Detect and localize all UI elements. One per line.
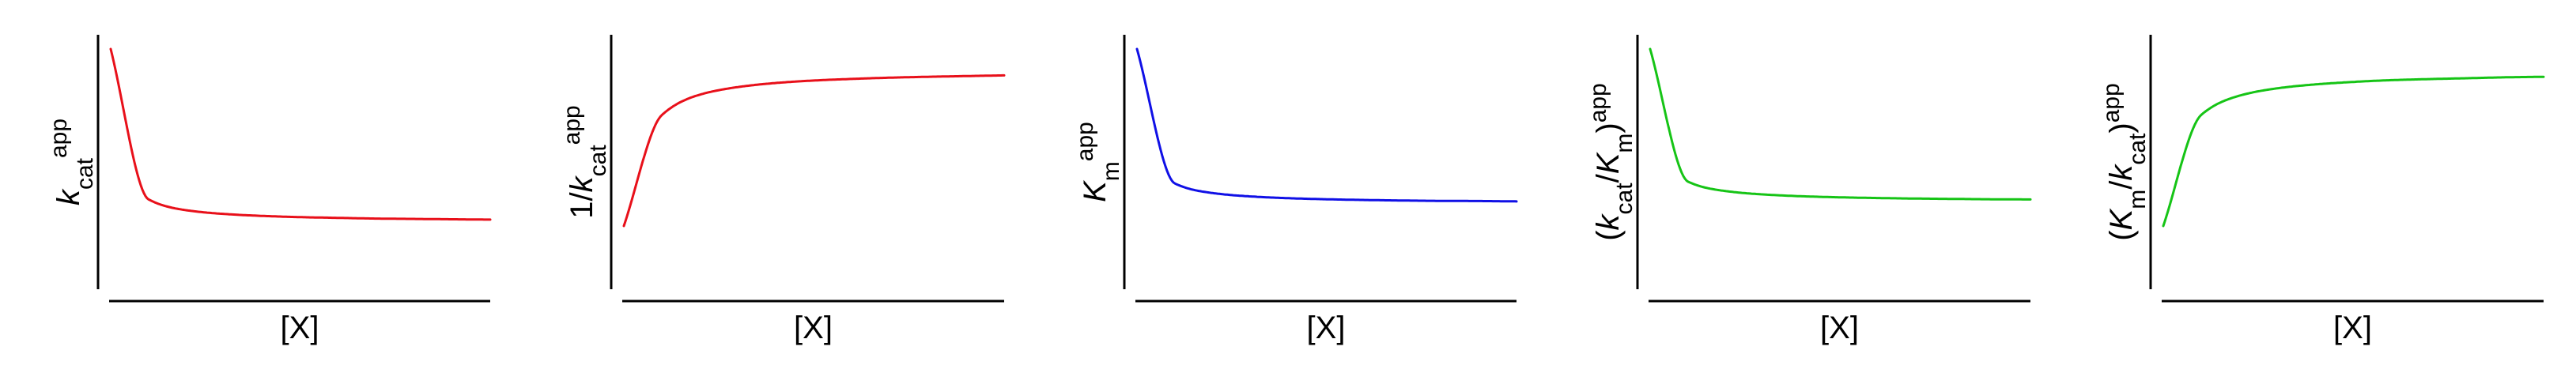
series-line (1135, 47, 1518, 203)
x-axis-label: [X] (2333, 311, 2372, 345)
panel-kcat-over-km-app: [X] (kcat/Km)app (1585, 35, 2032, 345)
series-line (2162, 75, 2545, 228)
y-axis-label: kcatapp (46, 119, 98, 205)
y-axis-label: 1/kcatapp (559, 105, 611, 218)
panel-km-app: [X] Kmapp (1072, 35, 1518, 345)
series-line (109, 47, 492, 221)
panel-inverse-kcat-app: [X] 1/kcatapp (559, 35, 1006, 345)
y-axis-label: (kcat/Km)app (1585, 83, 1637, 241)
x-axis-label: [X] (281, 311, 319, 345)
series-line (622, 73, 1006, 228)
y-axis-label: (Km/kcat)app (2098, 83, 2151, 241)
y-axis-label: Kmapp (1072, 122, 1124, 202)
panel-kcat-app: [X] kcatapp (46, 35, 492, 345)
series-line (1649, 47, 2032, 201)
x-axis-label: [X] (1307, 311, 1346, 345)
panel-km-over-kcat-app: [X] (Km/kcat)app (2098, 35, 2545, 345)
x-axis-label: [X] (1820, 311, 1859, 345)
x-axis-label: [X] (794, 311, 833, 345)
